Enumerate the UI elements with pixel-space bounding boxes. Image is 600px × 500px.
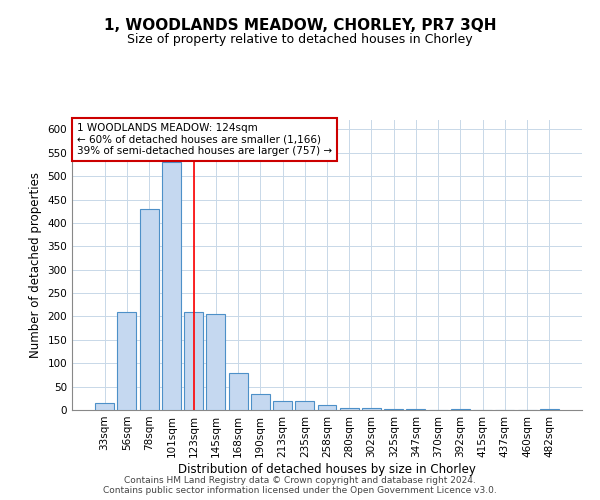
Bar	[206, 314, 225, 410]
Bar	[95, 403, 114, 410]
Text: 1 WOODLANDS MEADOW: 124sqm
← 60% of detached houses are smaller (1,166)
39% of s: 1 WOODLANDS MEADOW: 124sqm ← 60% of deta…	[77, 123, 332, 156]
Y-axis label: Number of detached properties: Number of detached properties	[29, 172, 42, 358]
Bar	[140, 209, 158, 410]
Bar	[229, 372, 248, 410]
Bar	[162, 162, 181, 410]
Bar	[184, 312, 203, 410]
Bar	[384, 408, 403, 410]
Bar	[451, 408, 470, 410]
Bar	[340, 408, 359, 410]
Bar	[251, 394, 270, 410]
Bar	[362, 408, 381, 410]
Bar	[118, 312, 136, 410]
Bar	[540, 408, 559, 410]
Bar	[406, 409, 425, 410]
Bar	[317, 406, 337, 410]
Text: Size of property relative to detached houses in Chorley: Size of property relative to detached ho…	[127, 32, 473, 46]
Text: Contains HM Land Registry data © Crown copyright and database right 2024.
Contai: Contains HM Land Registry data © Crown c…	[103, 476, 497, 495]
X-axis label: Distribution of detached houses by size in Chorley: Distribution of detached houses by size …	[178, 462, 476, 475]
Bar	[273, 400, 292, 410]
Text: 1, WOODLANDS MEADOW, CHORLEY, PR7 3QH: 1, WOODLANDS MEADOW, CHORLEY, PR7 3QH	[104, 18, 496, 32]
Bar	[295, 400, 314, 410]
